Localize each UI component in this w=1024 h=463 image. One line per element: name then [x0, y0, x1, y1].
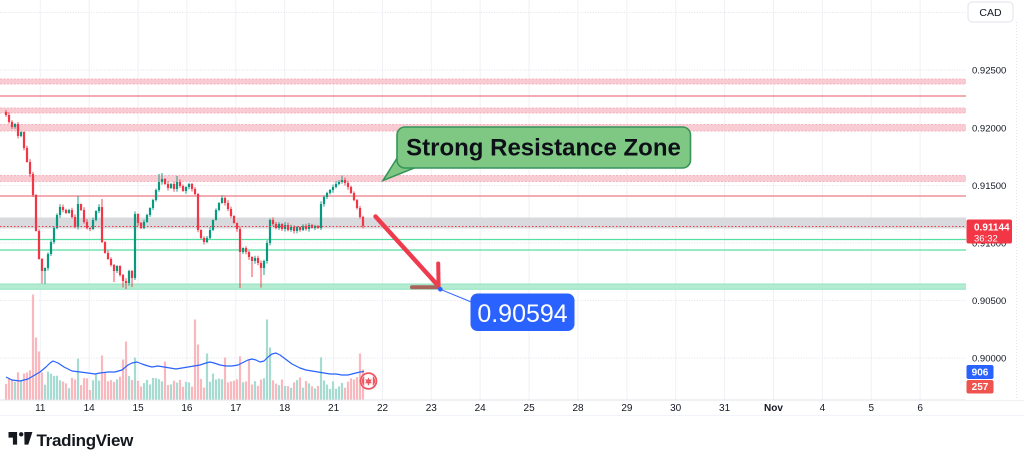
svg-text:0.92000: 0.92000	[972, 124, 1006, 135]
svg-text:CAD: CAD	[979, 7, 1002, 19]
svg-text:906: 906	[972, 368, 989, 379]
svg-text:0.90594: 0.90594	[477, 300, 567, 328]
svg-text:36:32: 36:32	[974, 234, 998, 245]
svg-text:21: 21	[328, 403, 340, 414]
svg-text:6: 6	[917, 403, 923, 414]
svg-text:5: 5	[869, 403, 875, 414]
svg-text:23: 23	[426, 403, 438, 414]
svg-text:TradingView: TradingView	[37, 431, 135, 450]
svg-text:0.91500: 0.91500	[972, 181, 1006, 192]
svg-text:16: 16	[181, 403, 193, 414]
svg-text:0.90500: 0.90500	[972, 296, 1006, 307]
svg-text:4: 4	[820, 403, 826, 414]
svg-text:22: 22	[377, 403, 389, 414]
svg-text:11: 11	[35, 403, 46, 414]
svg-text:14: 14	[84, 403, 96, 414]
svg-text:Nov: Nov	[764, 403, 783, 414]
svg-text:0.90000: 0.90000	[972, 354, 1006, 365]
svg-text:24: 24	[475, 403, 487, 414]
svg-text:15: 15	[133, 403, 145, 414]
svg-text:257: 257	[972, 382, 989, 393]
svg-text:0.92500: 0.92500	[972, 66, 1006, 77]
svg-text:0.91000: 0.91000	[972, 239, 1006, 250]
svg-text:18: 18	[279, 403, 291, 414]
svg-text:31: 31	[719, 403, 731, 414]
svg-text:25: 25	[524, 403, 536, 414]
svg-text:Strong Resistance Zone: Strong Resistance Zone	[406, 135, 681, 162]
svg-text:30: 30	[670, 403, 682, 414]
svg-text:17: 17	[230, 403, 242, 414]
svg-text:29: 29	[621, 403, 633, 414]
svg-text:28: 28	[572, 403, 584, 414]
svg-text:0.91144: 0.91144	[974, 223, 1010, 234]
